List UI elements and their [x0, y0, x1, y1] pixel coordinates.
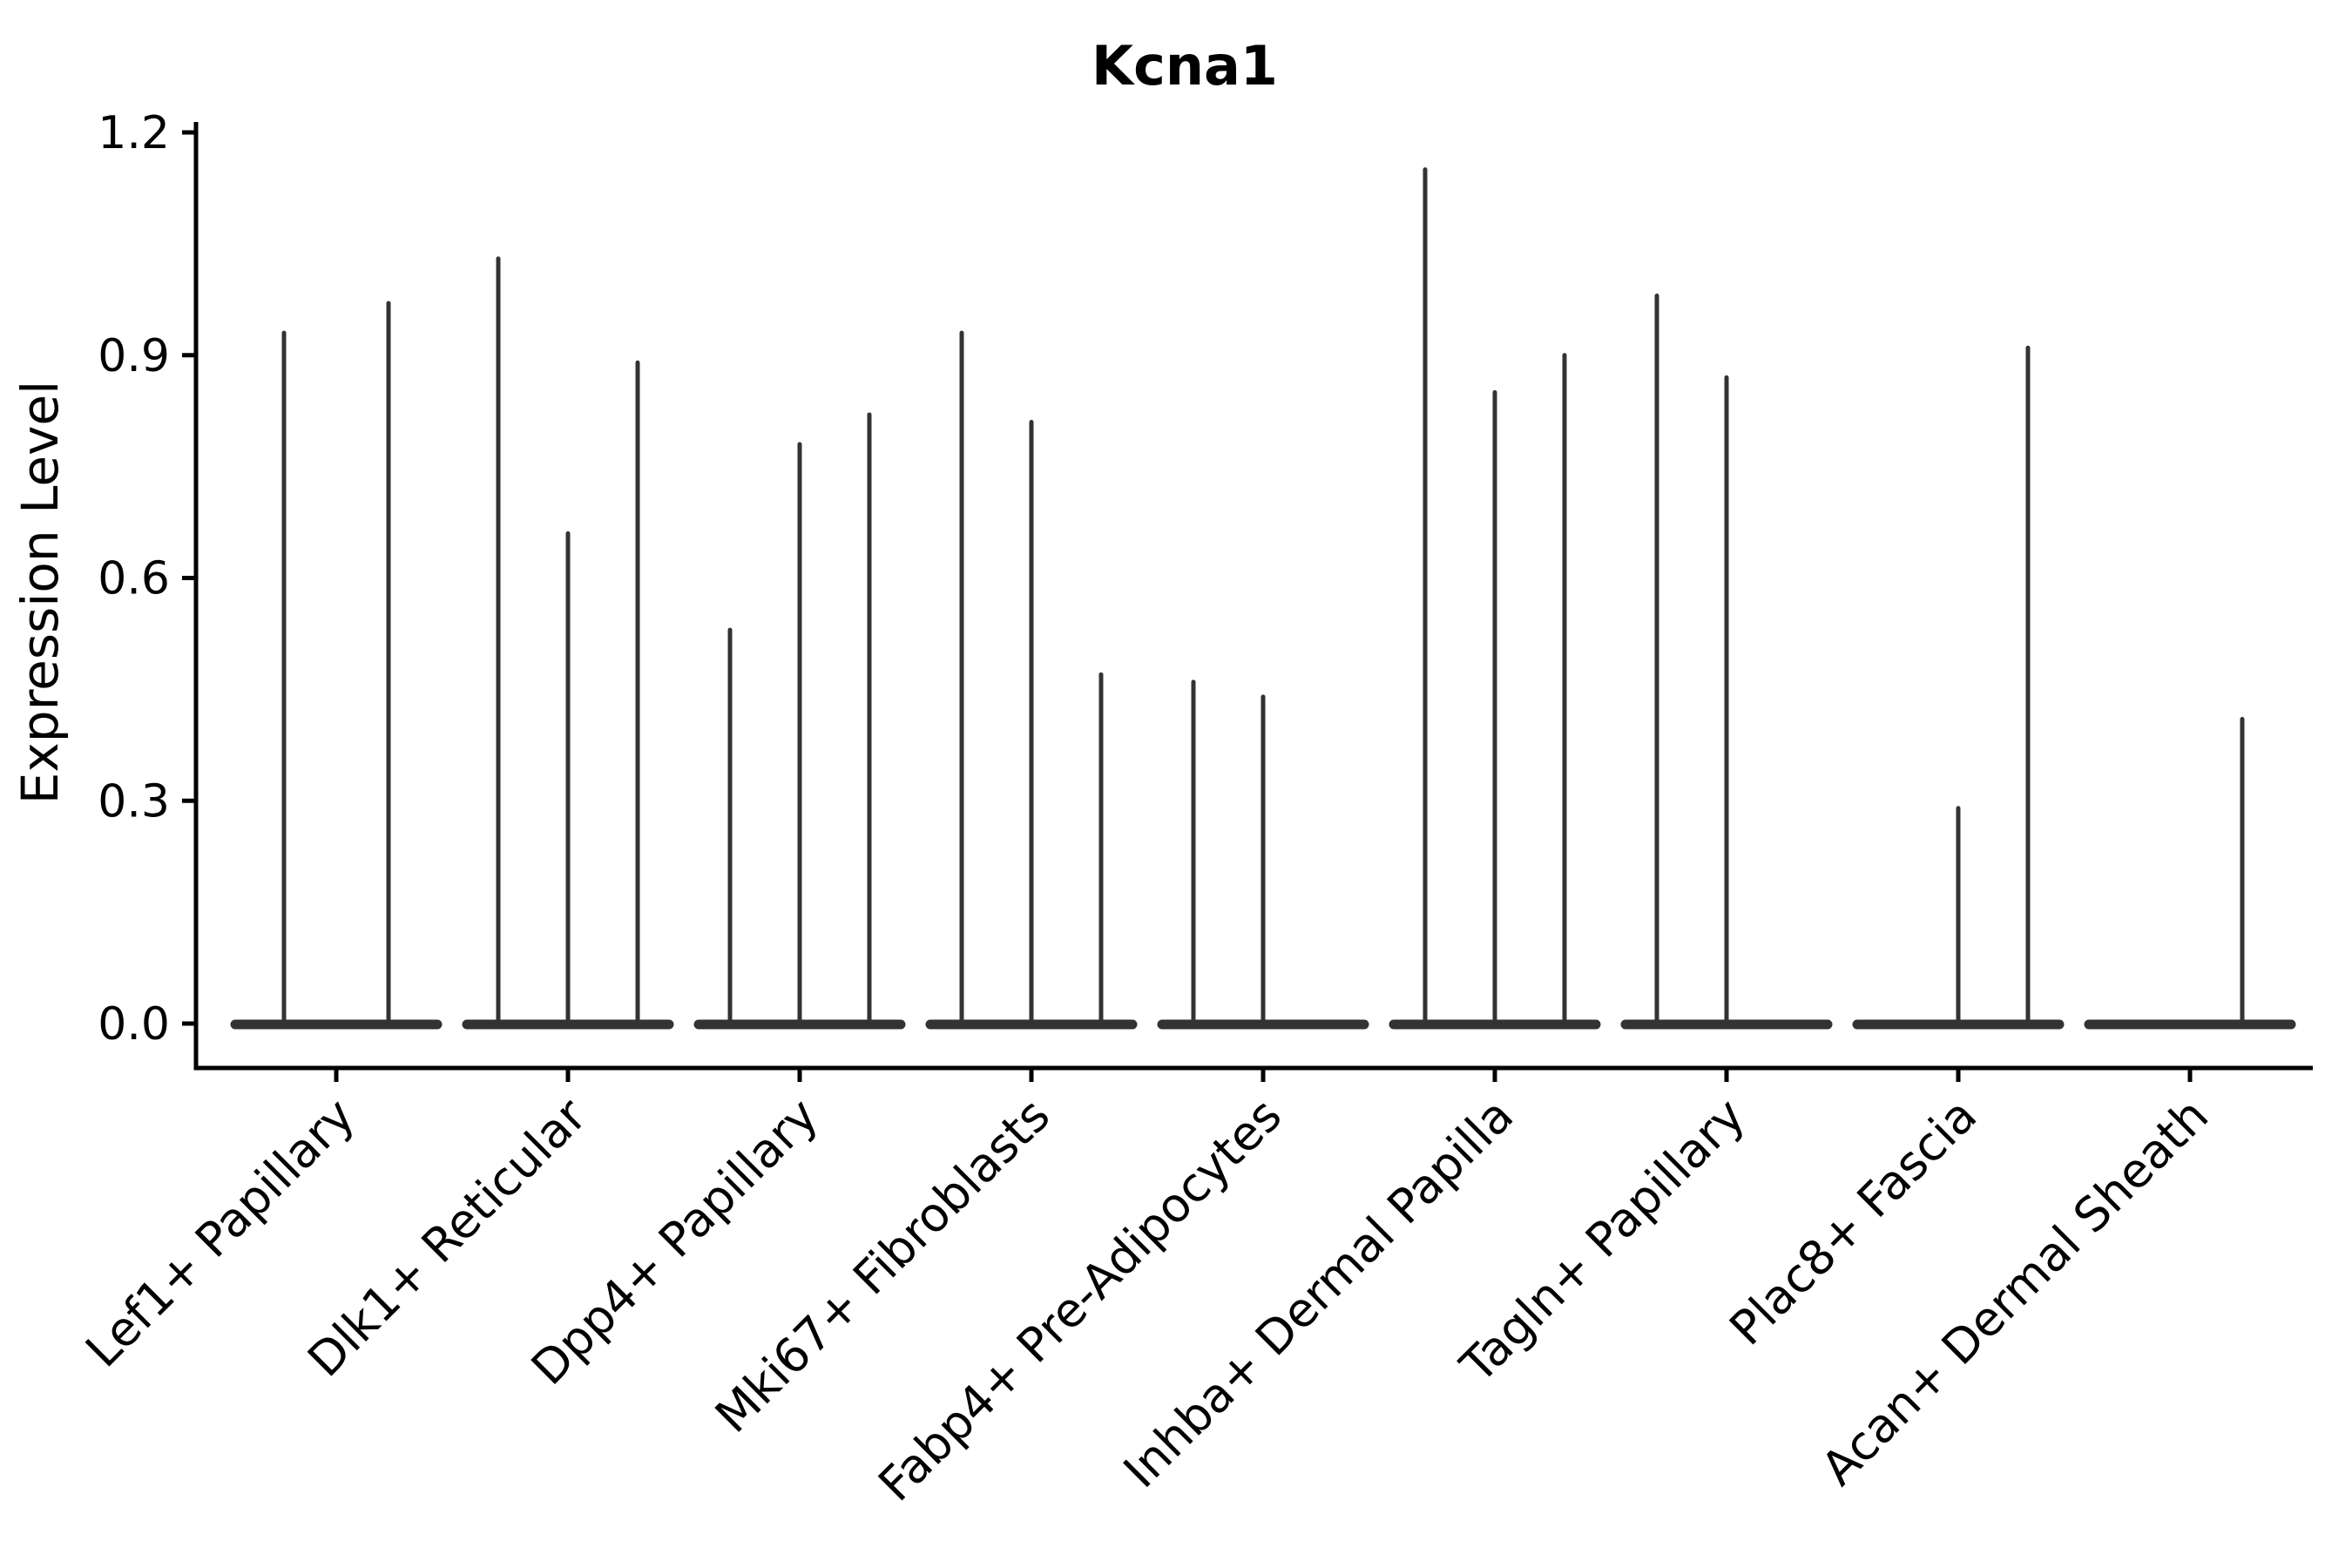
violin-group — [230, 301, 443, 1030]
violin-group — [1620, 294, 1833, 1030]
violin-group — [1389, 167, 1601, 1030]
x-tick-label: Inhba+ Dermal Papilla — [1113, 1088, 1524, 1498]
x-tick-label: Acan+ Dermal Sheath — [1811, 1088, 2219, 1496]
chart-title: Kcna1 — [1092, 34, 1278, 98]
violin-group — [693, 412, 906, 1030]
axis-spines — [193, 122, 2313, 1071]
violin-group — [1852, 345, 2065, 1030]
y-tick-label: 0.6 — [98, 553, 170, 605]
y-tick-label: 0.0 — [98, 998, 170, 1051]
y-axis-label: Expression Level — [10, 381, 70, 804]
violin-group — [462, 256, 674, 1030]
violin-group — [1157, 679, 1369, 1030]
violins-layer — [230, 167, 2296, 1030]
violin-group — [925, 330, 1138, 1030]
y-tick-label: 0.9 — [98, 330, 170, 382]
y-tick-label: 1.2 — [98, 107, 170, 159]
x-tick-label: Fabp4+ Pre-Adipocytes — [868, 1088, 1292, 1512]
y-tick-label: 0.3 — [98, 775, 170, 828]
x-tick-label: Plac8+ Fascia — [1719, 1088, 1987, 1356]
violin-group — [2084, 716, 2296, 1030]
